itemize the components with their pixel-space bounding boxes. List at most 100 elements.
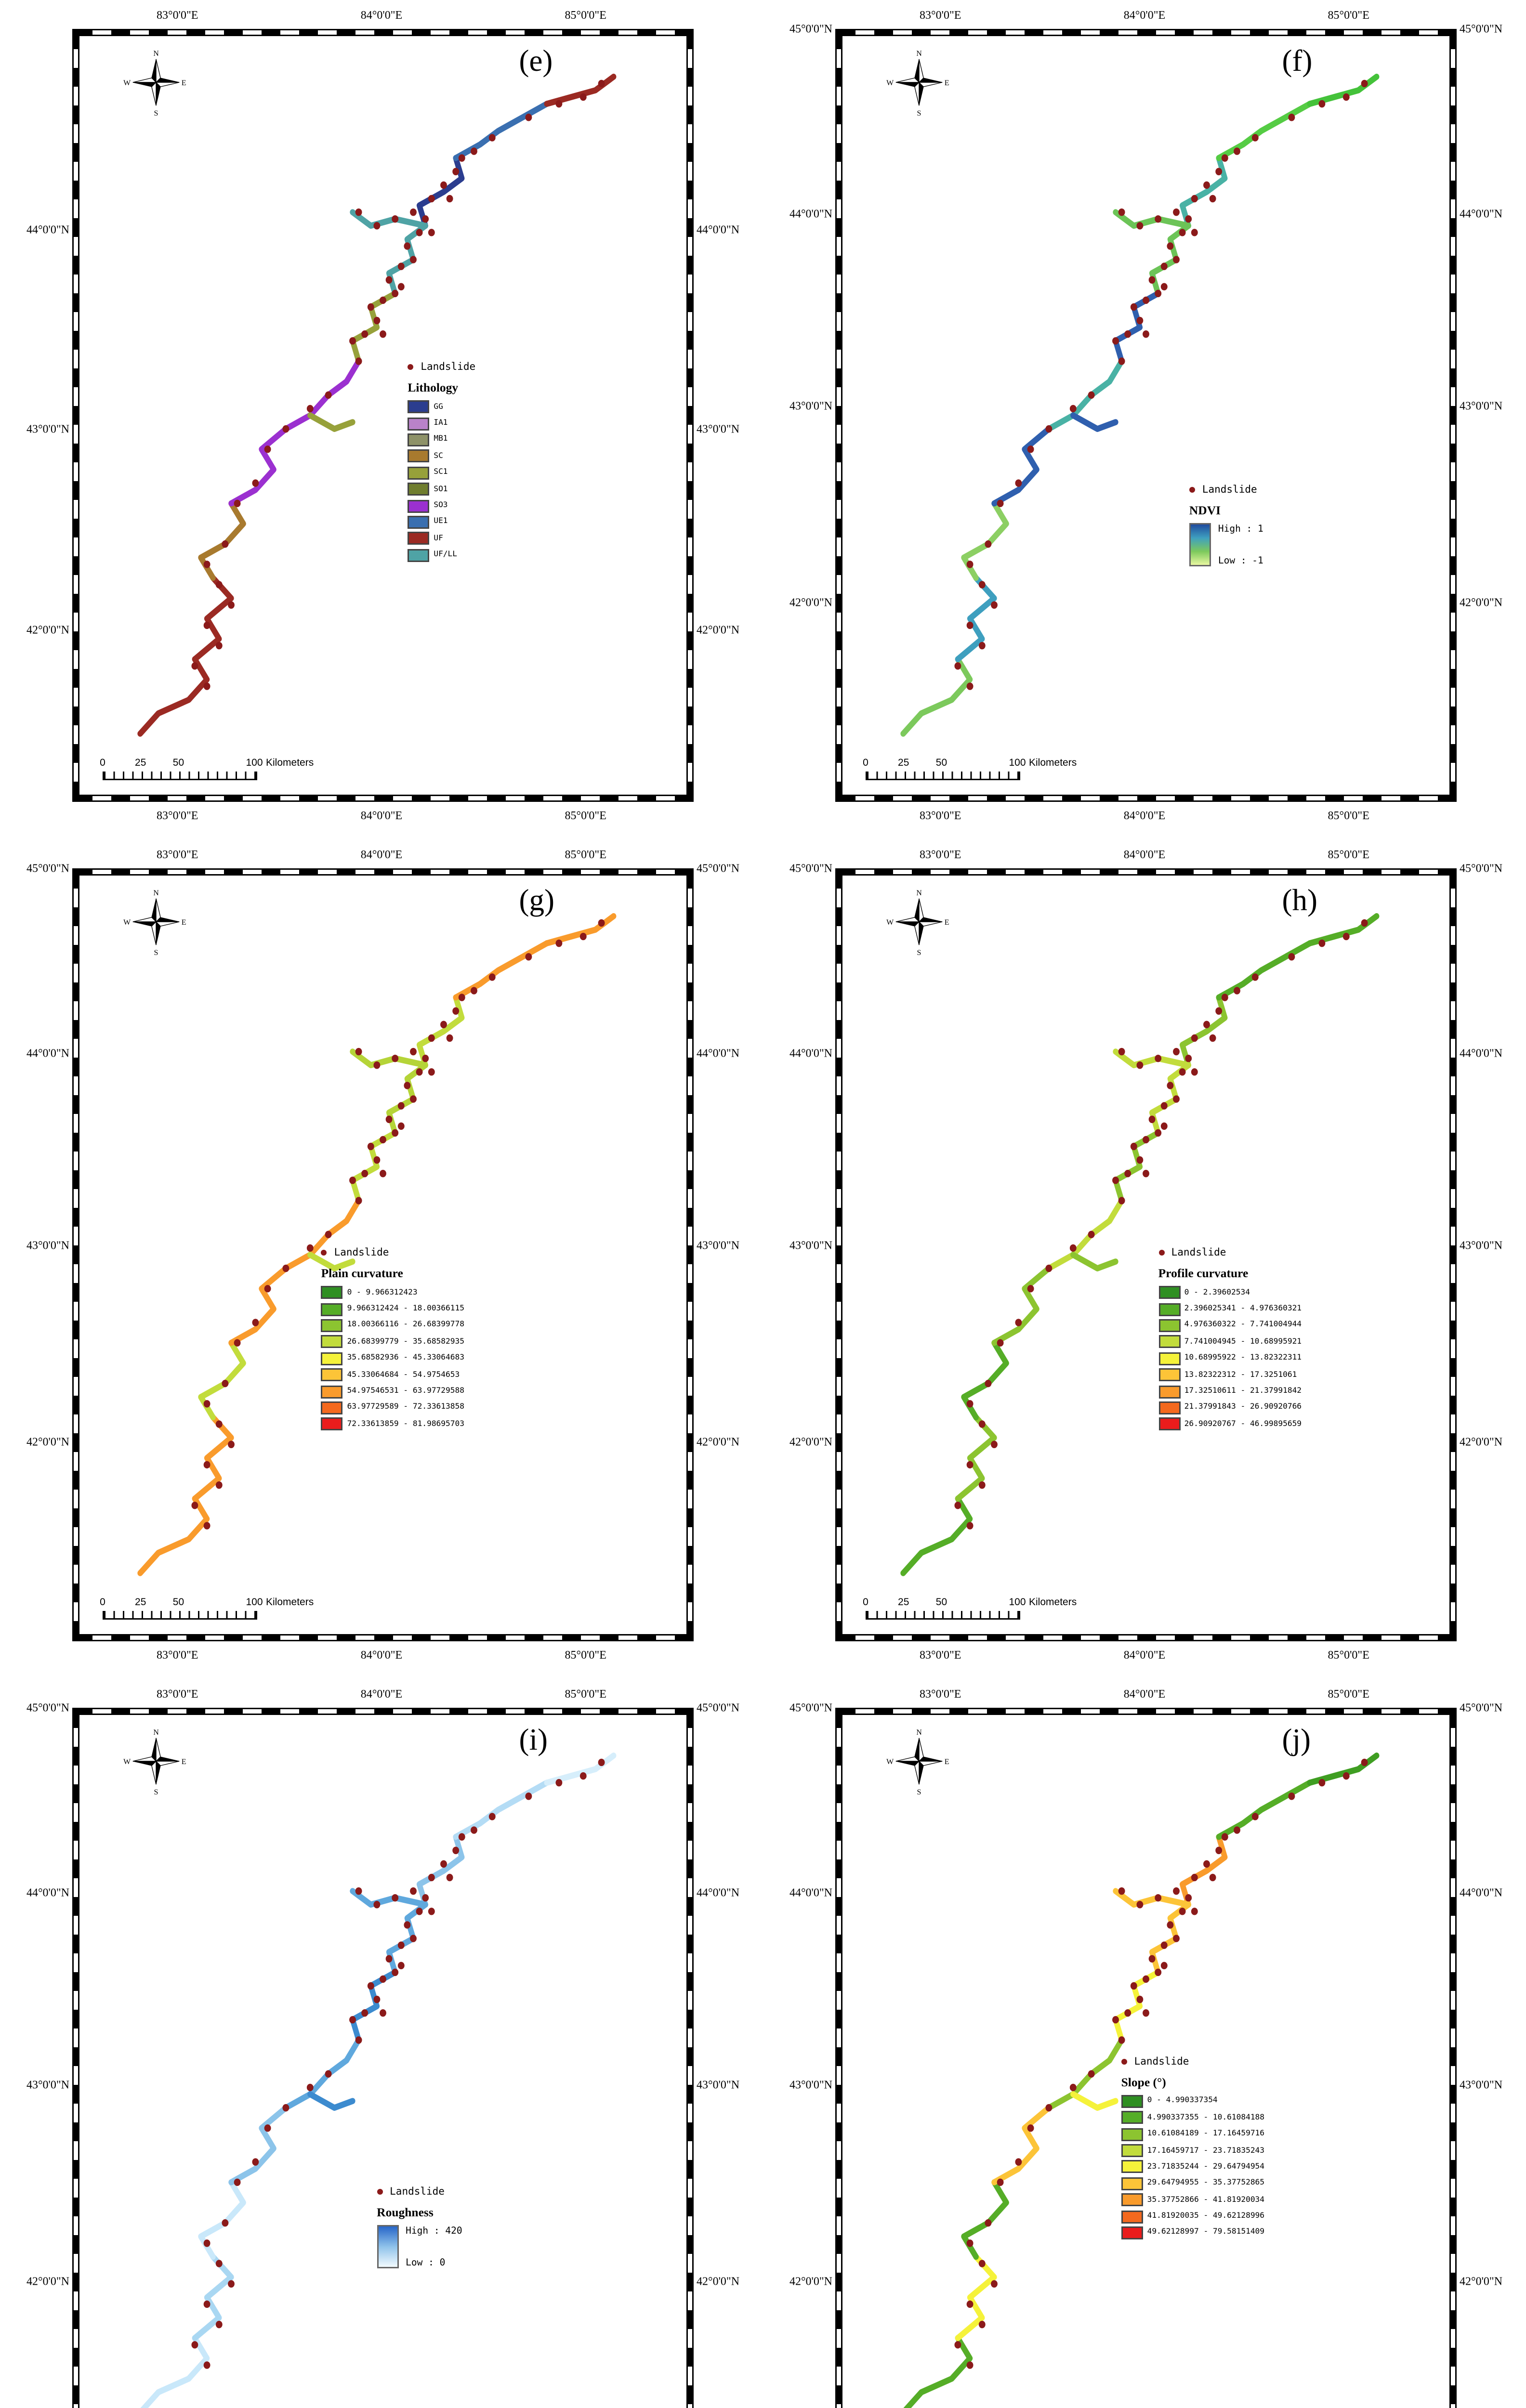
landslide-point [373,1156,381,1164]
map-frame: N S W E (g) Landslide Plain curvature 0 - … [72,868,694,1641]
legend-swatch [321,1417,343,1431]
legend-class-row: MB1 [408,433,475,446]
landslide-point [428,1068,435,1076]
legend-class-label: 21.37991843 - 26.90920766 [1184,1403,1302,1413]
landslide-point [1234,1826,1240,1834]
map-legend: Landslide Lithology GG IA1 MB1 SC SC1 SO1 SO3 UE1… [408,362,475,562]
landslide-point [985,540,992,548]
longitude-label: 83°0'0"E [157,848,198,861]
legend-class-row: UF [408,532,475,545]
landslide-point [325,2070,332,2078]
map-frame: N S W E (f) Landslide NDVI High : 1 Low : -… [835,29,1457,802]
compass-rose: N S W E [123,1724,190,1806]
neatline-bottom [837,1636,1455,1640]
map-legend: Landslide Roughness High : 420 Low : 0 [377,2186,462,2269]
landslide-point [471,987,477,995]
scale-bar-unit-label: Kilometers [1029,1598,1077,1608]
landslide-point [222,2219,229,2227]
landslide-point [203,561,210,568]
landslide-point [1136,1901,1144,1909]
legend-class-row: 2.396025341 - 4.976360321 [1158,1302,1302,1316]
route-branch [350,1888,428,1908]
landslide-label: Landslide [421,361,476,373]
longitude-label: 83°0'0"E [920,848,961,861]
landslide-point [404,1921,411,1929]
landslide-point [1173,1095,1180,1103]
landslide-point [252,479,259,487]
legend-swatch [321,1302,343,1316]
scale-bar-tick-label: 25 [898,1598,909,1608]
landslide-point [1318,100,1326,108]
neatline-right [1451,870,1455,1640]
legend-class-row: 45.33064684 - 54.9754653 [321,1368,464,1382]
route-segment [228,1265,289,1346]
landslide-point [397,1941,405,1949]
landslide-point [458,994,465,1001]
latitude-label: 43°0'0"N [1460,399,1503,413]
landslide-point-icon [408,364,414,370]
landslide-point [361,1170,368,1178]
landslide-point [380,1136,386,1144]
landslide-point [525,1793,532,1800]
compass-rose-icon: N S W E [124,1728,186,1796]
landslide-point [1143,1136,1149,1144]
landslide-point [991,2280,998,2288]
legend-title: Lithology [408,380,459,395]
scale-bar-tick-label: 100 [1009,1598,1026,1608]
scale-bar-unit-label: Kilometers [1029,759,1077,769]
latitude-label: 45°0'0"N [697,1701,740,1714]
scale-bar-ruler [866,772,1020,780]
route-segment [228,426,289,507]
landslide-point [1069,1244,1077,1252]
legend-class-row: UF/LL [408,549,475,562]
map-legend: Landslide Plain curvature 0 - 9.966312423 9… [321,1247,464,1431]
compass-rose-icon: N S W E [124,50,186,118]
legend-class-label: 26.90920767 - 46.99895659 [1184,1420,1302,1429]
map-panel-h: N S W E (h) Landslide Profile curvature 0 … [763,839,1526,1679]
latitude-label: 44°0'0"N [697,1047,740,1060]
latitude-label: 45°0'0"N [1460,1701,1503,1714]
scale-bar: 0 25 50 100 Kilometers [863,1598,1077,1620]
landslide-point [458,1833,465,1841]
latitude-label: 44°0'0"N [26,1047,69,1060]
landslide-point [954,662,961,670]
compass-n-label: N [154,889,159,897]
scale-bar-ruler [103,1611,257,1620]
scale-bar-labels: 0 25 50 100 Kilometers [863,1598,1077,1611]
route-segment [991,1265,1052,1346]
legend-class-label: 35.68582936 - 45.33064683 [347,1354,464,1363]
scale-bar-tick-label: 50 [935,759,947,769]
compass-rose-icon: N S W E [887,889,949,957]
legend-swatch [1121,2210,1143,2223]
landslide-point [373,1061,381,1069]
legend-class-label: 7.741004945 - 10.68995921 [1184,1337,1302,1347]
landslide-point [1173,256,1180,263]
latitude-label: 44°0'0"N [26,222,69,236]
landslide-point [428,1908,435,1915]
neatline-left [74,870,78,1640]
legend-title: Roughness [377,2205,434,2220]
landslide-point [440,1021,447,1029]
longitude-label: 85°0'0"E [1328,848,1369,861]
landslide-point [416,229,423,236]
compass-n-label: N [917,1728,922,1737]
legend-title: Slope (°) [1121,2074,1166,2089]
route-segment [991,2105,1052,2186]
landslide-point [355,208,362,216]
scale-bar-unit-label: Kilometers [266,1598,314,1608]
landslide-point [1112,337,1119,345]
longitude-label: 84°0'0"E [360,809,403,822]
landslide-point [991,601,998,609]
longitude-label: 84°0'0"E [360,848,403,861]
landslide-point [966,561,973,568]
legend-class-label: 13.82322312 - 17.3251061 [1184,1370,1297,1379]
route-segment [903,2335,973,2408]
route-segment [192,575,234,663]
legend-gradient-bar [377,2225,399,2269]
latitude-label: 44°0'0"N [697,1886,740,1899]
landslide-point [191,2341,198,2349]
landslide-point [488,973,496,981]
route-segment [192,1414,234,1502]
landslide-point [325,391,332,399]
